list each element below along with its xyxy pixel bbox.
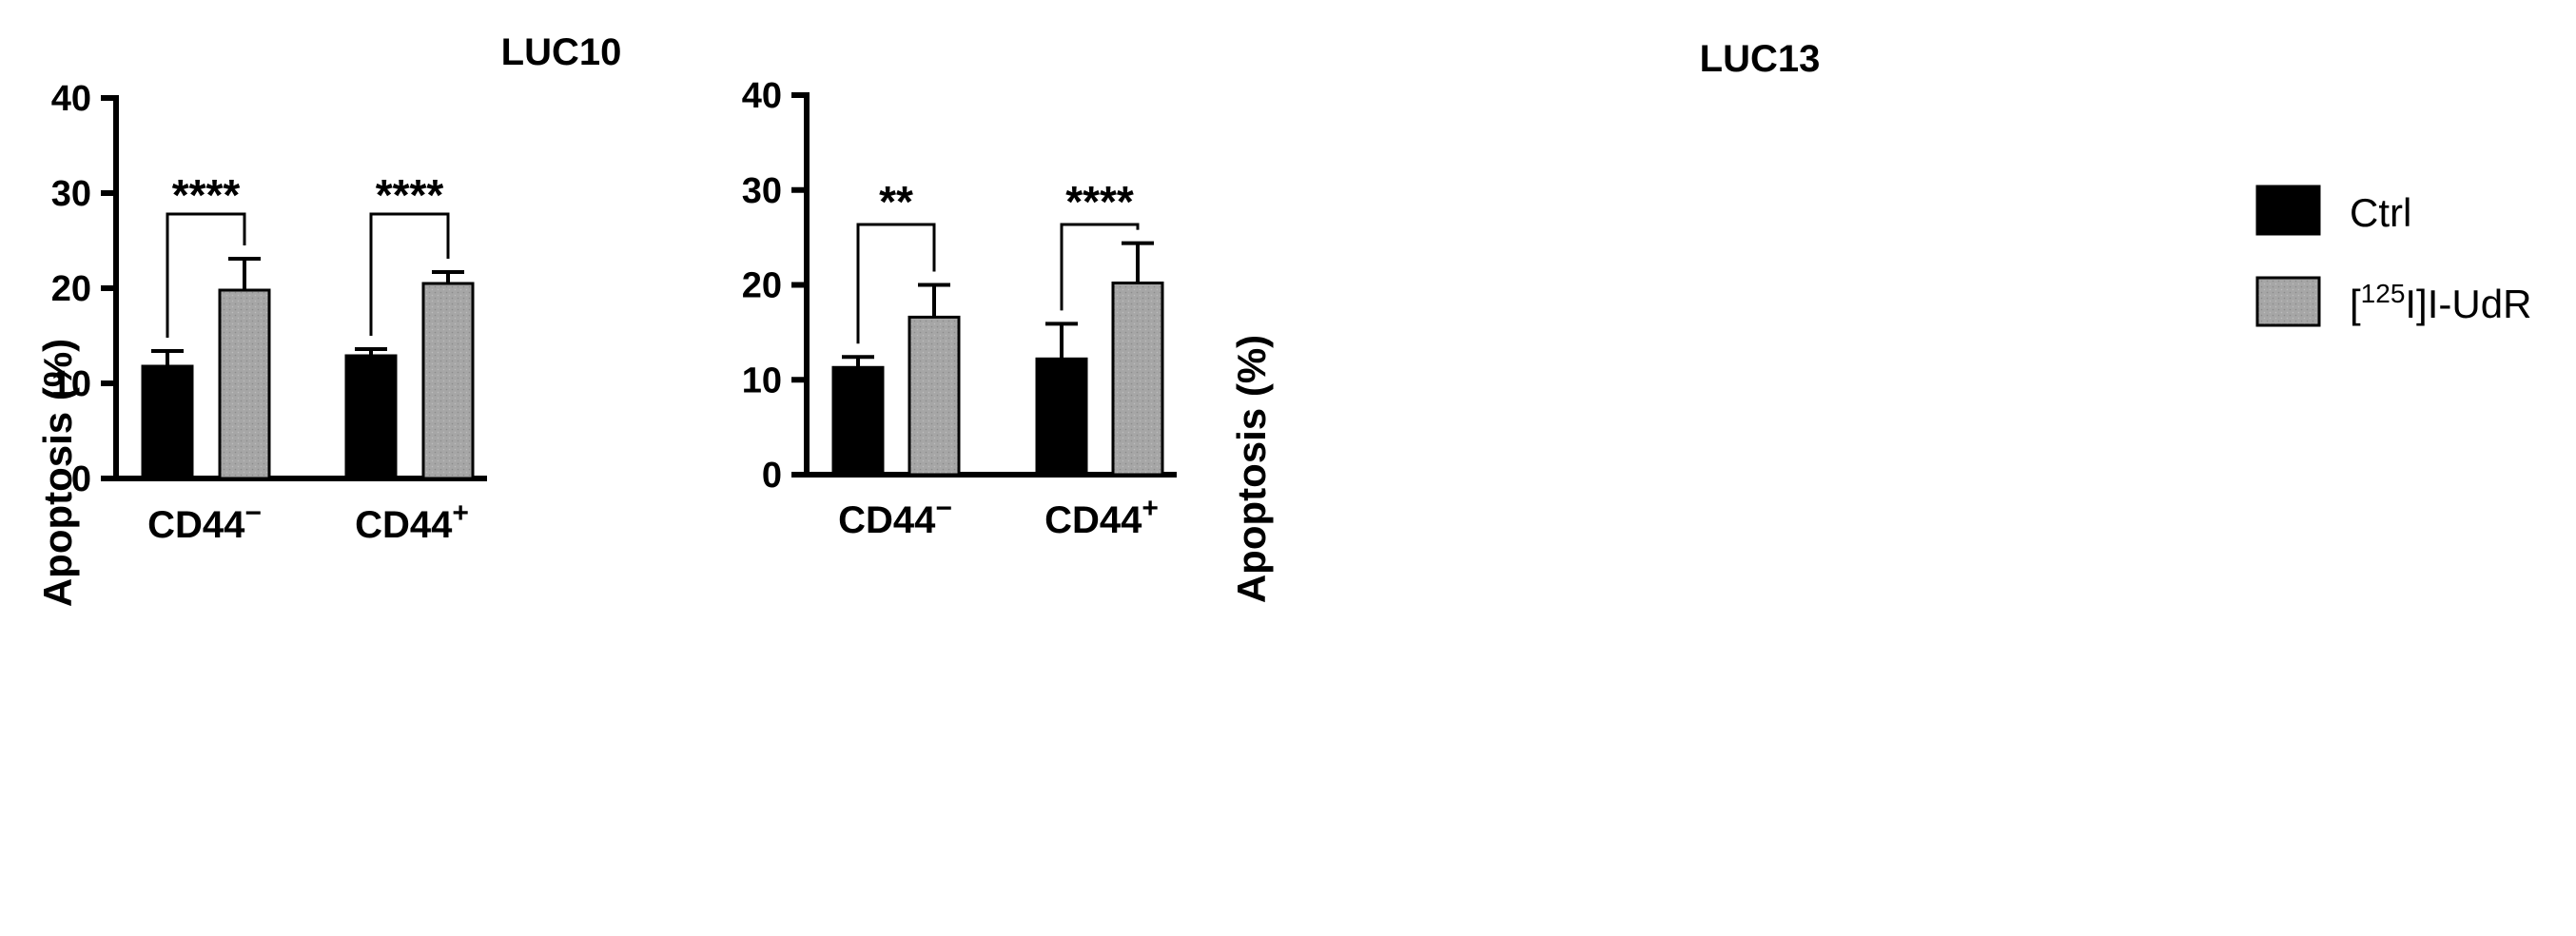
- panel-luc10: LUC10 Apoptosis (%) 0 10 20 30 40 **** **** C…: [35, 31, 621, 607]
- significance-label: **: [879, 177, 913, 226]
- y-tick-label: 10: [742, 361, 782, 400]
- bar-ctrl: [831, 365, 885, 477]
- y-ticks: 0 10 20 30 40: [742, 76, 807, 496]
- legend-swatch-treated: [2255, 276, 2321, 327]
- bar-treated: [421, 282, 475, 480]
- significance-bracket: [856, 223, 936, 344]
- bars: [141, 282, 475, 480]
- significance-brackets: **** ****: [166, 170, 450, 338]
- bar-ctrl: [1035, 357, 1088, 477]
- bars: [831, 282, 1164, 477]
- bar-ctrl: [344, 354, 398, 480]
- y-tick-label: 30: [742, 171, 782, 211]
- bar-ctrl: [141, 364, 194, 480]
- y-tick-label: 20: [742, 266, 782, 306]
- chart-title: LUC13: [1700, 38, 1821, 80]
- significance-label: ****: [1065, 177, 1134, 226]
- y-tick-label: 0: [71, 459, 91, 499]
- x-category-label: CD44+: [355, 497, 469, 546]
- legend-label-ctrl: Ctrl: [2350, 190, 2411, 235]
- y-tick-label: 40: [742, 76, 782, 116]
- x-category-label: CD44−: [838, 493, 952, 541]
- bar-treated: [907, 315, 961, 477]
- x-categories: CD44− CD44+: [838, 493, 1159, 541]
- legend-swatch-ctrl: [2255, 185, 2321, 236]
- y-tick-label: 20: [51, 269, 91, 309]
- bar-treated: [218, 288, 271, 480]
- significance-bracket: [369, 212, 450, 336]
- y-tick-label: 30: [51, 174, 91, 214]
- chart-title: LUC10: [501, 31, 622, 73]
- error-bars: [842, 241, 1154, 368]
- significance-bracket: [1060, 223, 1140, 311]
- y-tick-label: 40: [51, 79, 91, 119]
- y-tick-label: 0: [762, 456, 782, 496]
- y-ticks: 0 10 20 30 40: [51, 79, 116, 499]
- y-tick-label: 10: [51, 364, 91, 404]
- significance-label: ****: [172, 170, 241, 220]
- x-category-label: CD44+: [1044, 493, 1159, 541]
- legend: Ctrl [125I]I-UdR: [2255, 185, 2531, 327]
- y-axis-label: Apoptosis (%): [35, 339, 80, 607]
- legend-label-treated: [125I]I-UdR: [2350, 279, 2531, 326]
- x-category-label: CD44−: [147, 497, 262, 546]
- significance-bracket: [166, 212, 246, 338]
- bar-treated: [1111, 282, 1164, 477]
- significance-brackets: ** ****: [856, 177, 1140, 344]
- y-axis-label: Apoptosis (%): [1229, 335, 1274, 603]
- error-bars: [151, 257, 464, 366]
- x-categories: CD44− CD44+: [147, 497, 469, 546]
- significance-label: ****: [376, 170, 444, 220]
